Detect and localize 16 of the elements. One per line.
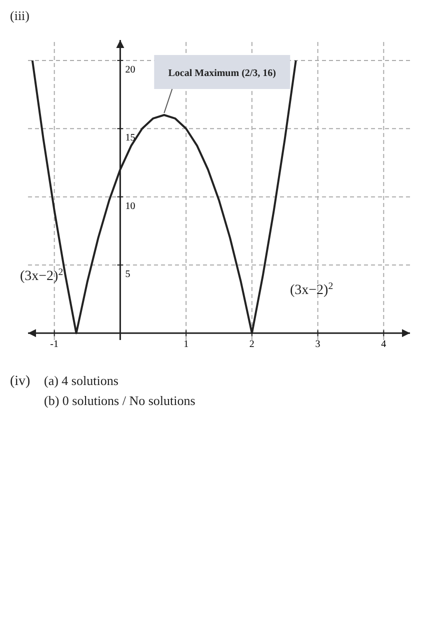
x-tick-label: -1	[50, 339, 59, 350]
text: (iv)	[10, 374, 31, 389]
annotation: Local Maximum (2/3, 16)	[168, 68, 276, 79]
chart-title: (iii)	[10, 8, 30, 23]
x-tick-label: 1	[184, 339, 189, 350]
y-tick-label: 20	[125, 64, 136, 76]
x-tick-label: 3	[315, 339, 320, 350]
text: (b) 0 solutions / No solutions	[44, 393, 196, 408]
y-tick-label: 15	[125, 132, 136, 144]
x-tick-label: 2	[249, 339, 254, 350]
text: (a) 4 solutions	[44, 373, 118, 388]
y-tick-label: 5	[125, 269, 130, 280]
y-tick-label: 10	[125, 200, 136, 212]
x-tick-label: 4	[381, 339, 386, 350]
annotation: (3x−2)$^{2}$	[20, 266, 64, 284]
annotation: (3x−2)$^{2}$	[290, 280, 334, 298]
